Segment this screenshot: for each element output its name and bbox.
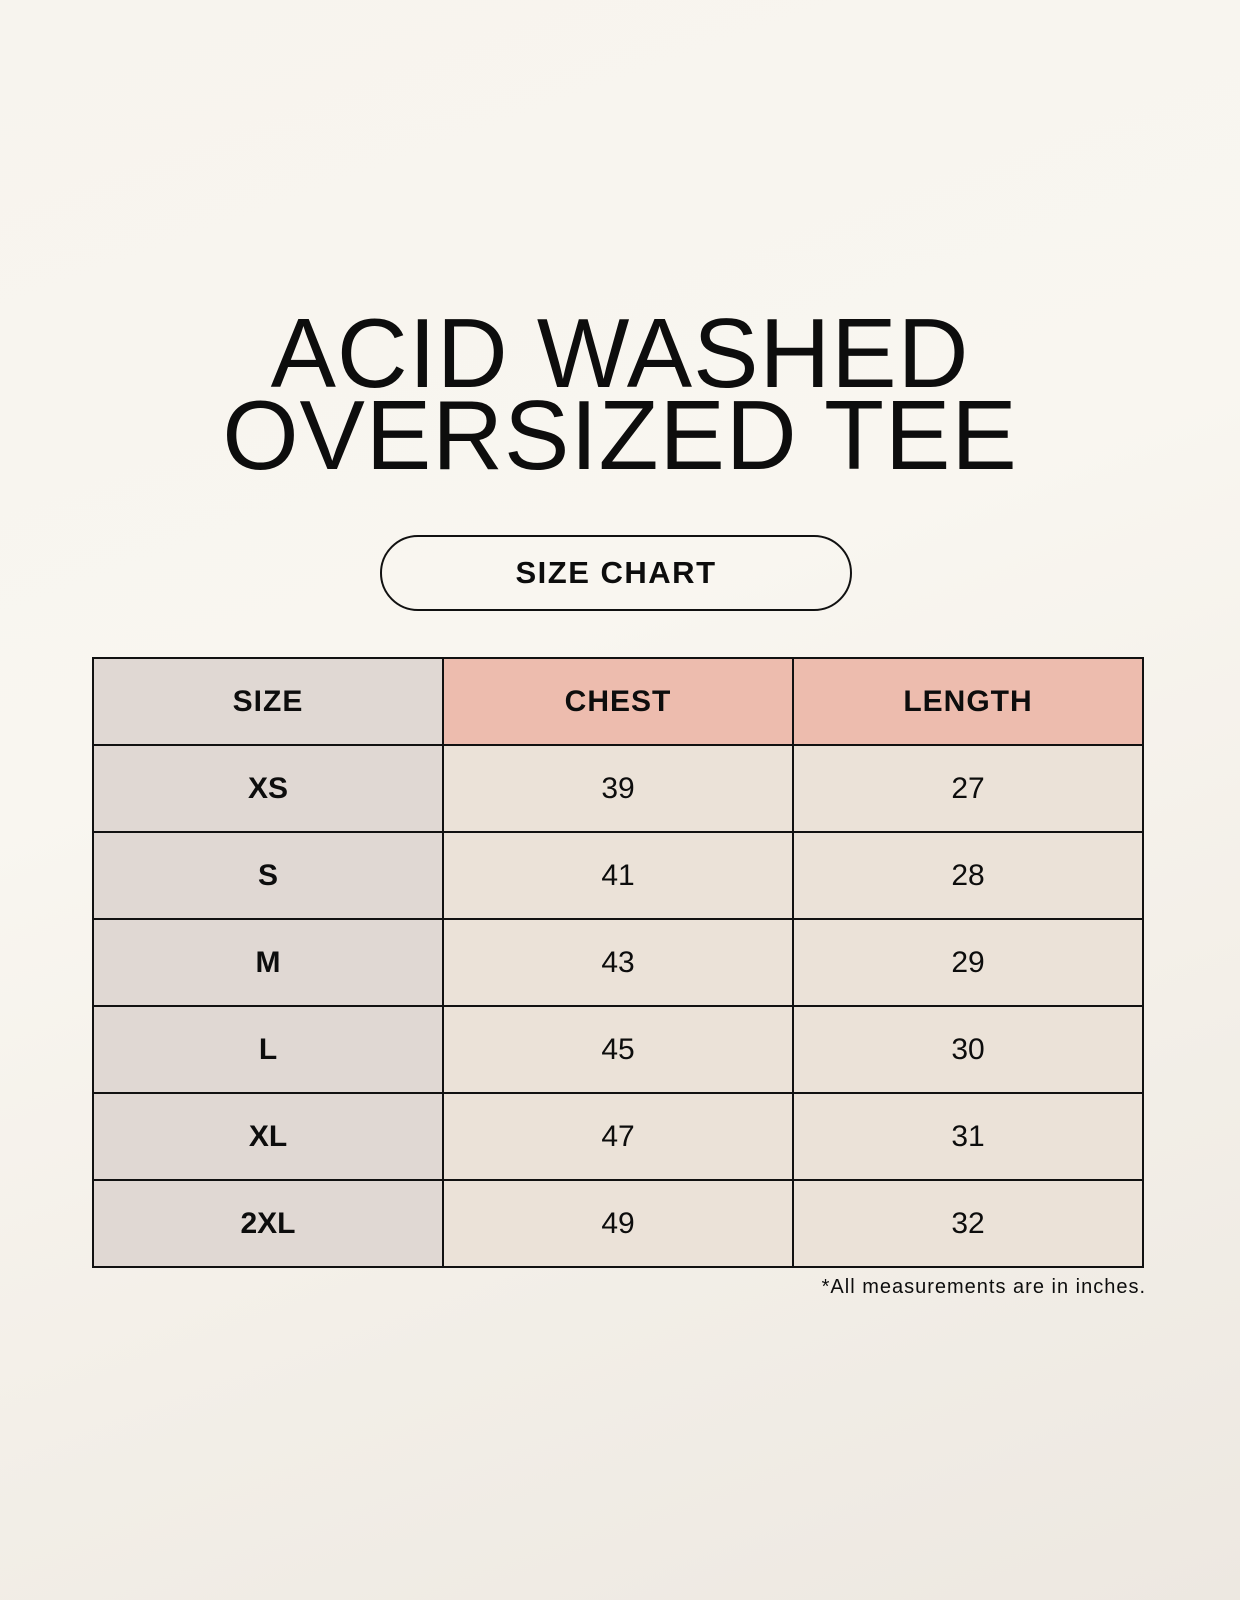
cell-length: 29 xyxy=(792,918,1144,1007)
table-row: 2XL 49 32 xyxy=(92,1179,1144,1268)
cell-chest: 49 xyxy=(442,1179,794,1268)
header-length: LENGTH xyxy=(792,657,1144,746)
cell-size: 2XL xyxy=(92,1179,444,1268)
cell-size: XS xyxy=(92,744,444,833)
table-header-row: SIZE CHEST LENGTH xyxy=(92,657,1144,746)
table-row: XS 39 27 xyxy=(92,744,1144,833)
header-size: SIZE xyxy=(92,657,444,746)
cell-chest: 47 xyxy=(442,1092,794,1181)
cell-chest: 43 xyxy=(442,918,794,1007)
cell-chest: 41 xyxy=(442,831,794,920)
cell-length: 30 xyxy=(792,1005,1144,1094)
cell-size: S xyxy=(92,831,444,920)
table-row: M 43 29 xyxy=(92,918,1144,1007)
cell-chest: 39 xyxy=(442,744,794,833)
cell-chest: 45 xyxy=(442,1005,794,1094)
cell-size: XL xyxy=(92,1092,444,1181)
title-line-1: ACID WASHED xyxy=(270,298,970,408)
header-chest: CHEST xyxy=(442,657,794,746)
cell-length: 27 xyxy=(792,744,1144,833)
size-table: SIZE CHEST LENGTH XS 39 27 S 41 28 M 43 29 L 45 30 X… xyxy=(92,657,1144,1268)
title-line-2: OVERSIZED TEE xyxy=(222,380,1018,490)
page-title: ACID WASHED OVERSIZED TEE xyxy=(0,298,1240,490)
cell-length: 32 xyxy=(792,1179,1144,1268)
cell-length: 31 xyxy=(792,1092,1144,1181)
size-chart-label: SIZE CHART xyxy=(380,535,852,611)
table-row: S 41 28 xyxy=(92,831,1144,920)
cell-size: L xyxy=(92,1005,444,1094)
table-row: XL 47 31 xyxy=(92,1092,1144,1181)
table-row: L 45 30 xyxy=(92,1005,1144,1094)
cell-size: M xyxy=(92,918,444,1007)
cell-length: 28 xyxy=(792,831,1144,920)
measurement-note: *All measurements are in inches. xyxy=(821,1276,1146,1298)
